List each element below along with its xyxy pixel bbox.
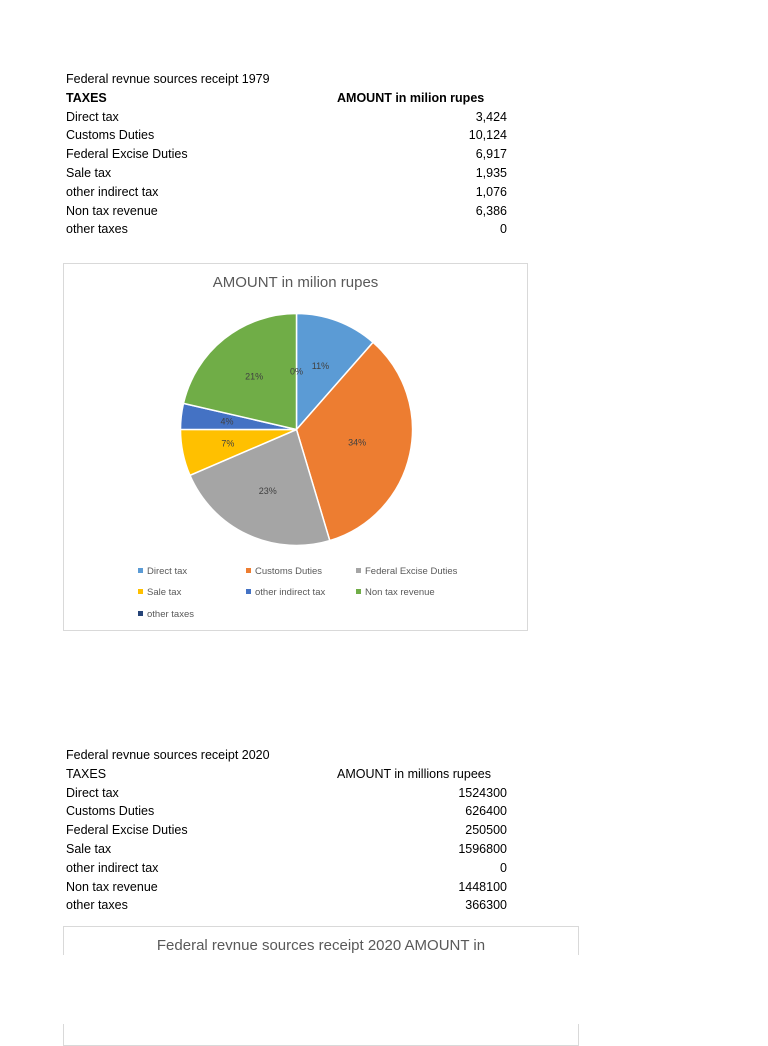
legend-item: Customs Duties: [246, 566, 322, 577]
pie-data-label: 7%: [221, 439, 234, 449]
row-label: other taxes: [66, 222, 128, 237]
table-row: other taxes 366300: [66, 896, 511, 915]
header-taxes: TAXES: [66, 90, 107, 105]
legend-label: Sale tax: [147, 587, 182, 598]
chart-title: AMOUNT in milion rupes: [212, 274, 379, 291]
row-value: 0: [500, 222, 507, 237]
header-taxes: TAXES: [66, 766, 107, 781]
legend-label: Federal Excise Duties: [365, 566, 458, 577]
legend-swatch: [138, 588, 143, 594]
table-caption-row: Federal revnue sources receipt 1979: [66, 70, 511, 89]
pie-data-label: 21%: [245, 371, 263, 381]
table-row: Non tax revenue 6,386: [66, 202, 511, 221]
row-label: Direct tax: [66, 785, 119, 800]
table-2020: Federal revnue sources receipt 2020 TAXE…: [66, 746, 511, 915]
table-row: other indirect tax 0: [66, 859, 511, 878]
pie-data-label: 4%: [220, 417, 233, 427]
legend-item: Sale tax: [138, 587, 181, 598]
table-row: Federal Excise Duties 6,917: [66, 145, 511, 164]
row-label: Non tax revenue: [66, 203, 158, 218]
row-value: 250500: [465, 823, 507, 838]
table-row: Direct tax 1524300: [66, 784, 511, 803]
header-amount: AMOUNT in millions rupees: [337, 766, 491, 781]
table-caption: Federal revnue sources receipt 2020: [66, 748, 270, 762]
pie-slice: [182, 312, 298, 431]
table-row: Federal Excise Duties 250500: [66, 821, 511, 840]
table-row: Direct tax 3,424: [66, 108, 511, 127]
table-caption-row: Federal revnue sources receipt 2020: [66, 746, 511, 765]
row-value: 1596800: [458, 841, 507, 856]
row-value: 626400: [465, 804, 507, 819]
legend-label: other taxes: [147, 609, 194, 620]
table-caption: Federal revnue sources receipt 1979: [66, 72, 270, 86]
row-label: Federal Excise Duties: [66, 147, 188, 162]
row-label: Non tax revenue: [66, 879, 158, 894]
row-value: 366300: [465, 898, 507, 913]
legend-item: other indirect tax: [246, 587, 325, 598]
chart-title: Federal revnue sources receipt 2020 AMOU…: [156, 937, 486, 954]
table-header-row: TAXES AMOUNT in milion rupes: [66, 89, 511, 108]
pie-slice: [295, 341, 414, 542]
row-value: 0: [500, 860, 507, 875]
row-label: other taxes: [66, 898, 128, 913]
row-value: 1,935: [475, 165, 507, 180]
table-row: other indirect tax 1,076: [66, 183, 511, 202]
row-value: 3,424: [475, 109, 507, 124]
legend-swatch: [246, 567, 251, 573]
row-value: 6,386: [475, 203, 507, 218]
row-label: other indirect tax: [66, 860, 159, 875]
pie-svg: 11% 34% 23% 7% 4% 21% 0%: [179, 312, 414, 547]
legend-swatch: [138, 567, 143, 573]
pie-data-label: 11%: [312, 361, 329, 371]
row-label: Customs Duties: [66, 128, 155, 143]
pie-slice: [295, 312, 375, 432]
row-value: 1448100: [458, 879, 507, 894]
legend-item: Non tax revenue: [356, 587, 435, 598]
legend-item: Direct tax: [138, 566, 187, 577]
page-bottom-margin: [0, 955, 768, 1024]
table-1979: Federal revnue sources receipt 1979 TAXE…: [66, 70, 511, 239]
row-value: 6,917: [475, 147, 507, 162]
legend-swatch: [246, 588, 251, 594]
table-row: Customs Duties 10,124: [66, 126, 511, 145]
row-label: Sale tax: [66, 165, 112, 180]
table-row: Customs Duties 626400: [66, 802, 511, 821]
row-label: Customs Duties: [66, 804, 155, 819]
pie-data-label: 0%: [290, 367, 303, 377]
row-label: other indirect tax: [66, 184, 159, 199]
row-value: 1,076: [475, 184, 507, 199]
legend-label: Non tax revenue: [365, 587, 435, 598]
table-row: Non tax revenue 1448100: [66, 878, 511, 897]
legend-label: other indirect tax: [255, 587, 326, 598]
row-label: Sale tax: [66, 841, 112, 856]
legend-item: other taxes: [138, 609, 194, 620]
header-amount: AMOUNT in milion rupes: [337, 90, 485, 105]
row-label: Direct tax: [66, 109, 119, 124]
legend-label: Customs Duties: [255, 566, 323, 577]
pie-slice: [188, 428, 331, 547]
table-header-row: TAXES AMOUNT in millions rupees: [66, 765, 511, 784]
row-label: Federal Excise Duties: [66, 823, 188, 838]
row-value: 10,124: [468, 128, 507, 143]
pie-chart-1979: AMOUNT in milion rupes 11% 34% 23% 7% 4% 21% 0…: [63, 263, 528, 631]
legend-swatch: [356, 567, 361, 573]
row-value: 1524300: [458, 785, 507, 800]
legend-swatch: [138, 610, 143, 616]
table-row: Sale tax 1596800: [66, 840, 511, 859]
table-row: other taxes 0: [66, 220, 511, 239]
pie-data-label: 34%: [348, 438, 366, 448]
pie-data-label: 23%: [259, 486, 277, 496]
legend-swatch: [356, 588, 361, 594]
table-row: Sale tax 1,935: [66, 164, 511, 183]
legend-item: Federal Excise Duties: [356, 566, 457, 577]
legend-label: Direct tax: [147, 566, 188, 577]
